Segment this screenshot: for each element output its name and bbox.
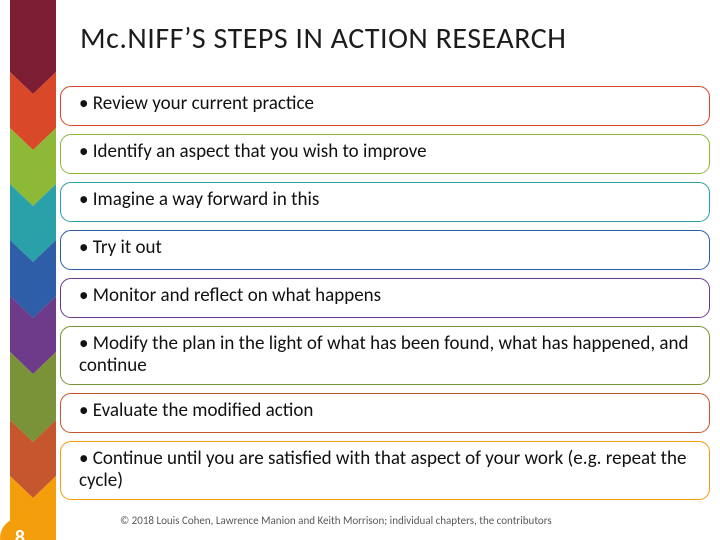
step-text: Modify the plan in the light of what has… [79,333,691,378]
arrow-column [10,0,56,540]
step-text: Monitor and reflect on what happens [79,285,691,307]
slide-title: Mc.NIFF’S STEPS IN ACTION RESEARCH [80,20,700,57]
step-text: Continue until you are satisfied with th… [79,448,691,493]
page-number: 8 [15,526,25,540]
step-text: Imagine a way forward in this [79,189,691,211]
step-box-7: Continue until you are satisfied with th… [60,441,710,500]
step-box-2: Imagine a way forward in this [60,182,710,222]
step-box-5: Modify the plan in the light of what has… [60,326,710,385]
step-text: Evaluate the modified action [79,400,691,422]
step-box-1: Identify an aspect that you wish to impr… [60,134,710,174]
footer-text: © 2018 Louis Cohen, Lawrence Manion and … [120,514,710,527]
step-box-3: Try it out [60,230,710,270]
steps-list: Review your current practice Identify an … [60,86,710,508]
slide: Mc.NIFF’S STEPS IN ACTION RESEARCH Revie… [0,0,720,540]
step-text: Try it out [79,237,691,259]
step-text: Identify an aspect that you wish to impr… [79,141,691,163]
step-box-4: Monitor and reflect on what happens [60,278,710,318]
step-box-0: Review your current practice [60,86,710,126]
step-text: Review your current practice [79,93,691,115]
step-box-6: Evaluate the modified action [60,393,710,433]
